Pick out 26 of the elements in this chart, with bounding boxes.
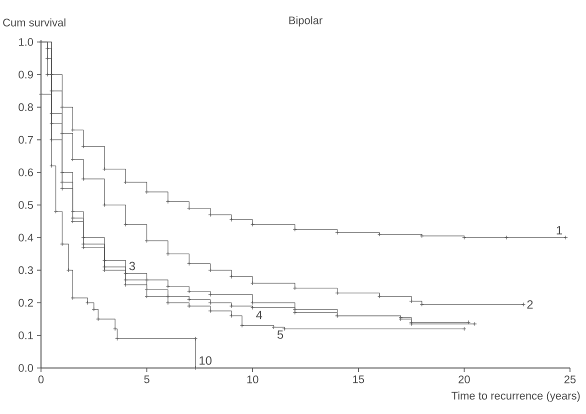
series-label: 3 <box>129 262 135 270</box>
y-tick-label: 0.8 <box>18 103 33 112</box>
x-tick-label: 0 <box>38 376 44 384</box>
y-tick-label: 0.6 <box>18 168 33 176</box>
y-tick-label: 0.2 <box>18 298 33 307</box>
x-tick-label: 25 <box>564 376 576 384</box>
y-axis-title: Cum survival <box>3 18 66 26</box>
y-tick-label: 1.0 <box>19 38 34 46</box>
x-tick-label: 5 <box>144 376 150 384</box>
x-tick-label: 20 <box>458 376 470 384</box>
series-label: 5 <box>277 330 284 339</box>
series-label: 1 <box>556 226 562 234</box>
y-tick-label: 0.3 <box>18 266 33 274</box>
series-label: 2 <box>527 300 533 309</box>
series-label: 4 <box>256 310 262 320</box>
y-tick-label: 0.7 <box>18 136 33 144</box>
y-tick-label: 0.5 <box>18 201 34 209</box>
y-tick-label: 0.0 <box>18 364 34 372</box>
x-tick-label: 15 <box>353 376 364 384</box>
y-tick-label: 0.1 <box>18 332 33 340</box>
x-tick-label: 10 <box>247 376 258 384</box>
x-axis-title: Time to recurrence (years) <box>452 392 580 402</box>
series-label: 10 <box>200 356 212 365</box>
y-tick-label: 0.4 <box>18 234 34 242</box>
y-tick-label: 0.9 <box>18 70 33 78</box>
chart-title: Bipolar <box>289 16 322 26</box>
